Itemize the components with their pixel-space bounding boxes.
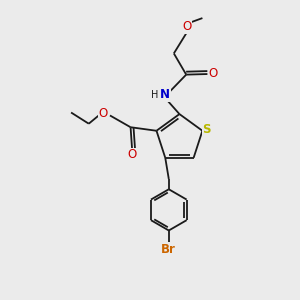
Text: O: O [182,20,192,33]
Text: O: O [99,107,108,121]
Text: Br: Br [161,243,176,256]
Text: O: O [128,148,137,161]
Text: O: O [209,67,218,80]
Text: H: H [151,90,159,100]
Text: N: N [160,88,170,101]
Text: S: S [202,123,211,136]
